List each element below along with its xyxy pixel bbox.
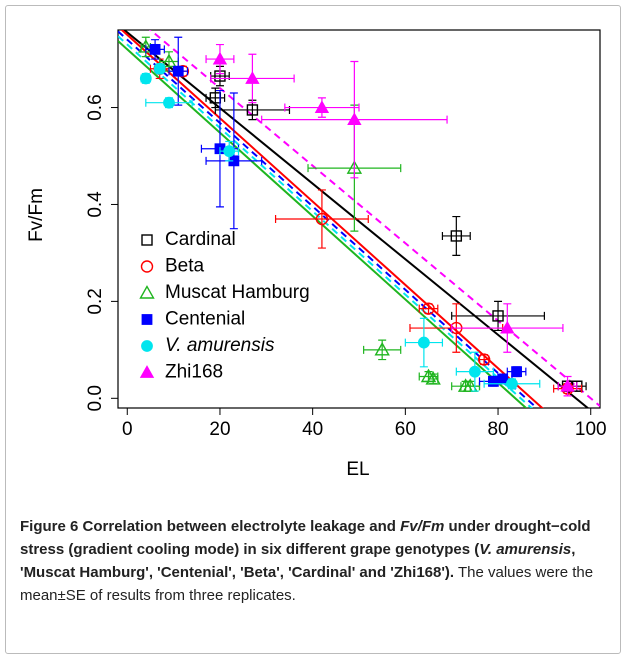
figure-caption: Figure 6 Correlation between electrolyte… (20, 515, 610, 607)
caption-text: Correlation between electrolyte leakage … (78, 518, 401, 535)
marker (161, 53, 177, 68)
chart: EL Fv/Fm 0 20 40 60 80 100 0.0 0.2 0.4 0.6 Cardina… (26, 29, 607, 480)
marker (506, 377, 518, 390)
caption-text: , 'Muscat Hamburg', 'Centenial', 'Beta',… (20, 541, 576, 581)
marker (139, 72, 152, 85)
y-tick-label: 0.4 (85, 191, 106, 218)
marker (212, 51, 228, 65)
marker (153, 62, 166, 75)
x-tick-label: 40 (302, 419, 323, 440)
x-error-bar (441, 231, 471, 240)
y-tick-label: 0.6 (85, 94, 106, 120)
caption-text: Fv/Fm (400, 518, 445, 535)
caption-text: under drought−cold stress (gradient cool… (20, 518, 591, 558)
caption-text: The values were the mean±SE of results f… (20, 564, 594, 604)
caption-text: V. amurensis (479, 541, 572, 558)
marker (347, 112, 362, 126)
legend-label: V. amurensis (165, 335, 275, 356)
x-error-bar (451, 311, 545, 320)
marker (462, 378, 478, 392)
marker (468, 365, 481, 378)
marker (422, 302, 435, 315)
fit-line (118, 30, 539, 408)
x-axis-label: EL (346, 459, 369, 480)
marker (315, 212, 329, 226)
legend-marker (139, 285, 155, 299)
marker (450, 230, 463, 242)
x-error-bar (274, 215, 369, 223)
caption-text: Figure 6 (20, 518, 79, 535)
x-error-bar (363, 345, 402, 354)
marker (149, 43, 161, 55)
marker (492, 310, 504, 322)
x-tick-label: 60 (395, 419, 416, 440)
x-tick-label: 80 (487, 419, 508, 440)
fit-line (118, 35, 533, 408)
marker (477, 353, 491, 366)
legend-label: Centenial (165, 309, 245, 330)
fit-line (120, 30, 544, 408)
legend-label: Beta (165, 256, 205, 277)
legend-label: Cardinal (165, 229, 236, 250)
marker (172, 65, 184, 77)
x-tick-label: 20 (209, 419, 230, 440)
marker (163, 96, 175, 109)
figure-frame (5, 5, 621, 654)
legend-marker (141, 314, 153, 325)
marker (246, 104, 259, 116)
x-tick-label: 0 (122, 419, 133, 440)
marker (497, 373, 509, 385)
y-axis-label: Fv/Fm (26, 188, 47, 242)
fit-line (148, 30, 600, 407)
legend-label: Muscat Hamburg (165, 282, 310, 303)
marker (314, 100, 330, 113)
fit-line (118, 40, 528, 408)
marker (223, 145, 236, 158)
fit-line (122, 30, 590, 408)
plot-area (118, 30, 600, 408)
marker (417, 336, 430, 349)
legend-marker (141, 234, 153, 246)
x-error-bar (205, 93, 226, 102)
marker (500, 320, 515, 334)
y-tick-label: 0.0 (85, 385, 106, 411)
legend-marker (139, 365, 155, 378)
y-tick-label: 0.2 (85, 288, 106, 314)
legend-label: Zhi168 (165, 362, 223, 383)
marker (511, 366, 522, 378)
marker (245, 71, 260, 84)
legend-marker (141, 340, 153, 352)
legend-marker (140, 260, 154, 273)
x-tick-label: 100 (575, 419, 607, 440)
marker (425, 371, 441, 385)
marker (560, 378, 575, 392)
marker (374, 341, 390, 356)
